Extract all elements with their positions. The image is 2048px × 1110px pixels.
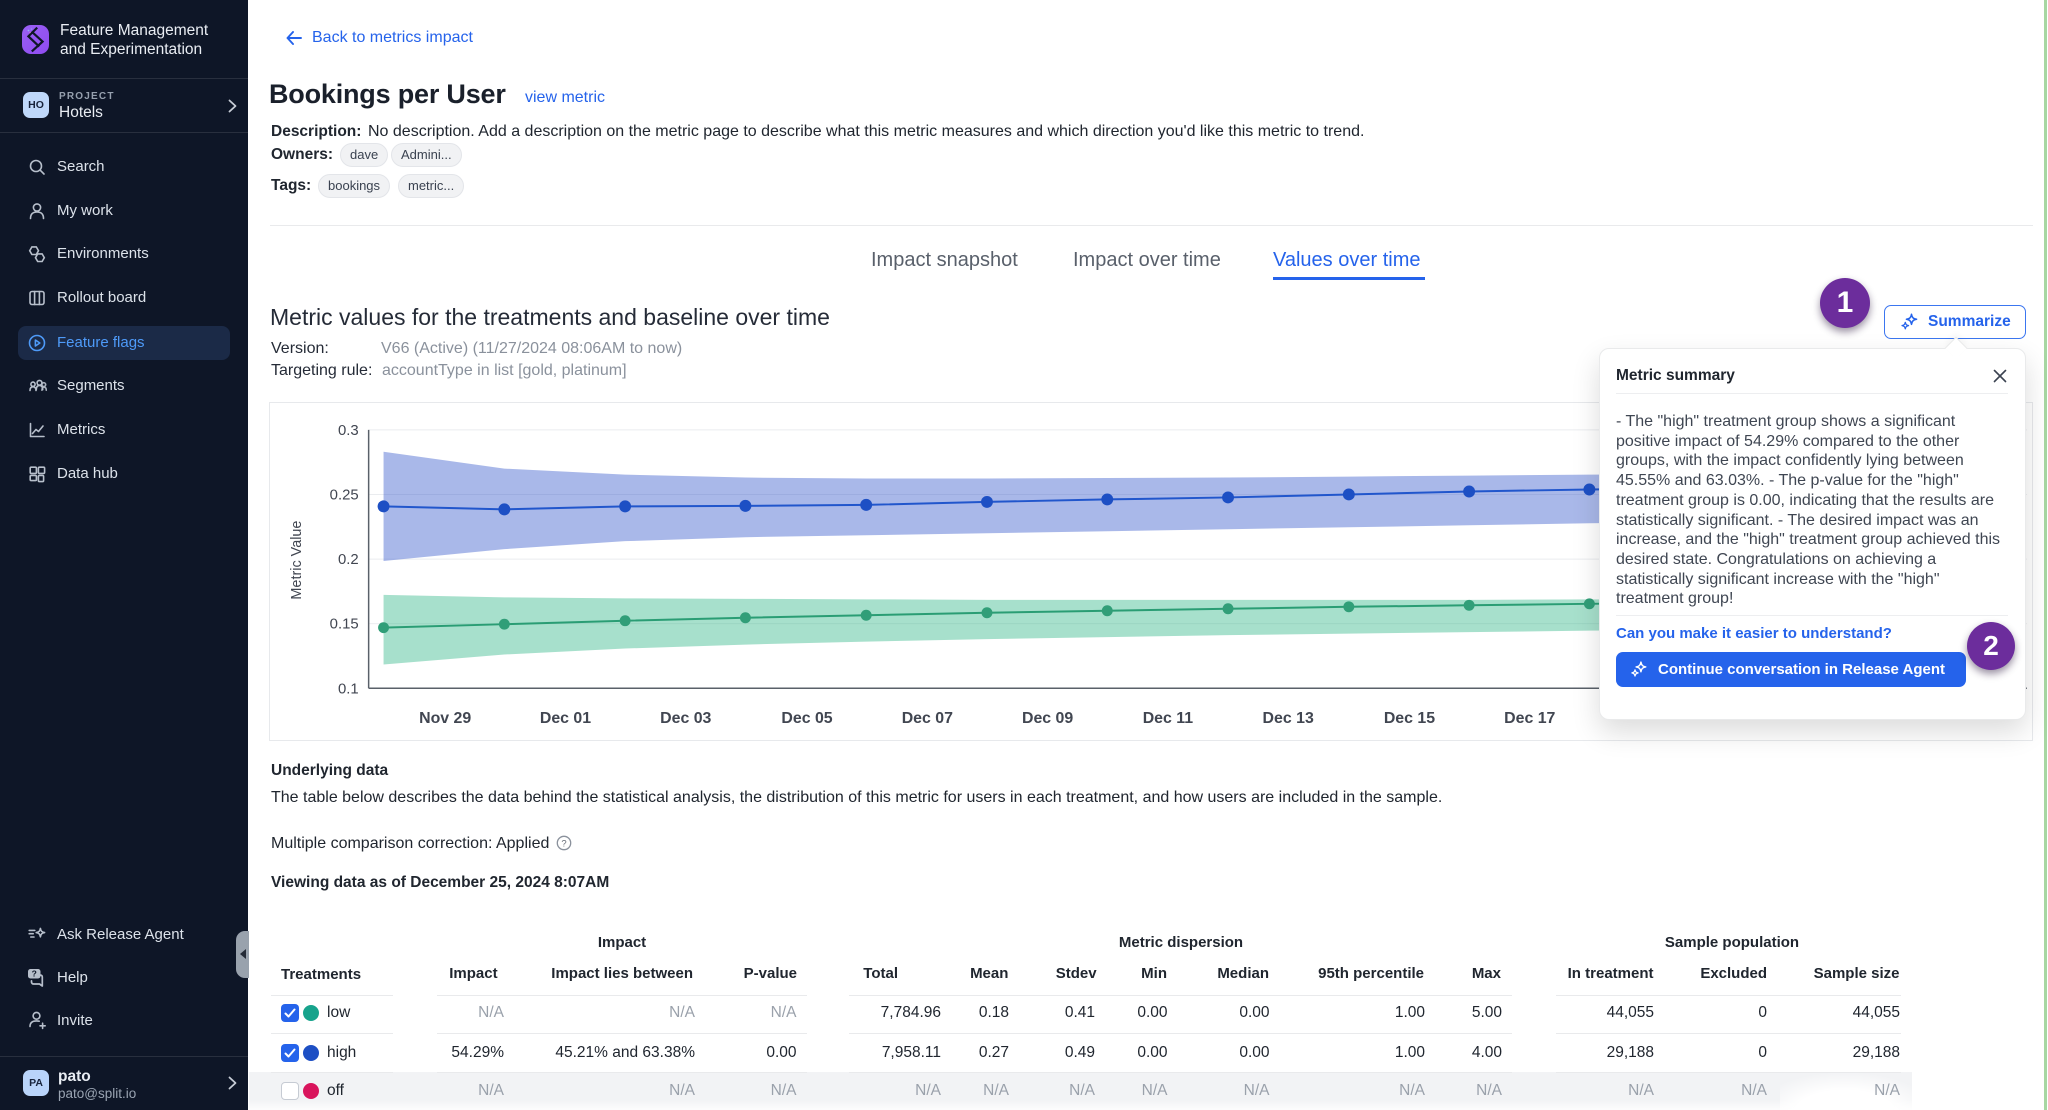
- svg-text:Dec 17: Dec 17: [1504, 710, 1555, 727]
- svg-text:Metric Value: Metric Value: [289, 521, 305, 600]
- svg-text:?: ?: [561, 838, 566, 849]
- svg-text:0.15: 0.15: [330, 617, 359, 633]
- svg-text:Dec 09: Dec 09: [1022, 710, 1073, 727]
- svg-text:Dec 11: Dec 11: [1143, 710, 1194, 727]
- svg-text:Dec 15: Dec 15: [1384, 710, 1435, 727]
- svg-text:0.25: 0.25: [330, 487, 359, 503]
- svg-text:Dec 07: Dec 07: [902, 710, 953, 727]
- svg-text:Dec 05: Dec 05: [781, 710, 832, 727]
- svg-text:Dec 13: Dec 13: [1263, 710, 1314, 727]
- svg-text:Nov 29: Nov 29: [419, 710, 471, 727]
- svg-text:0.1: 0.1: [338, 681, 359, 697]
- svg-text:Dec 01: Dec 01: [540, 710, 591, 727]
- svg-text:?: ?: [32, 969, 37, 979]
- svg-text:0.2: 0.2: [338, 552, 359, 568]
- svg-text:Dec 03: Dec 03: [660, 710, 711, 727]
- svg-text:0.3: 0.3: [338, 423, 359, 439]
